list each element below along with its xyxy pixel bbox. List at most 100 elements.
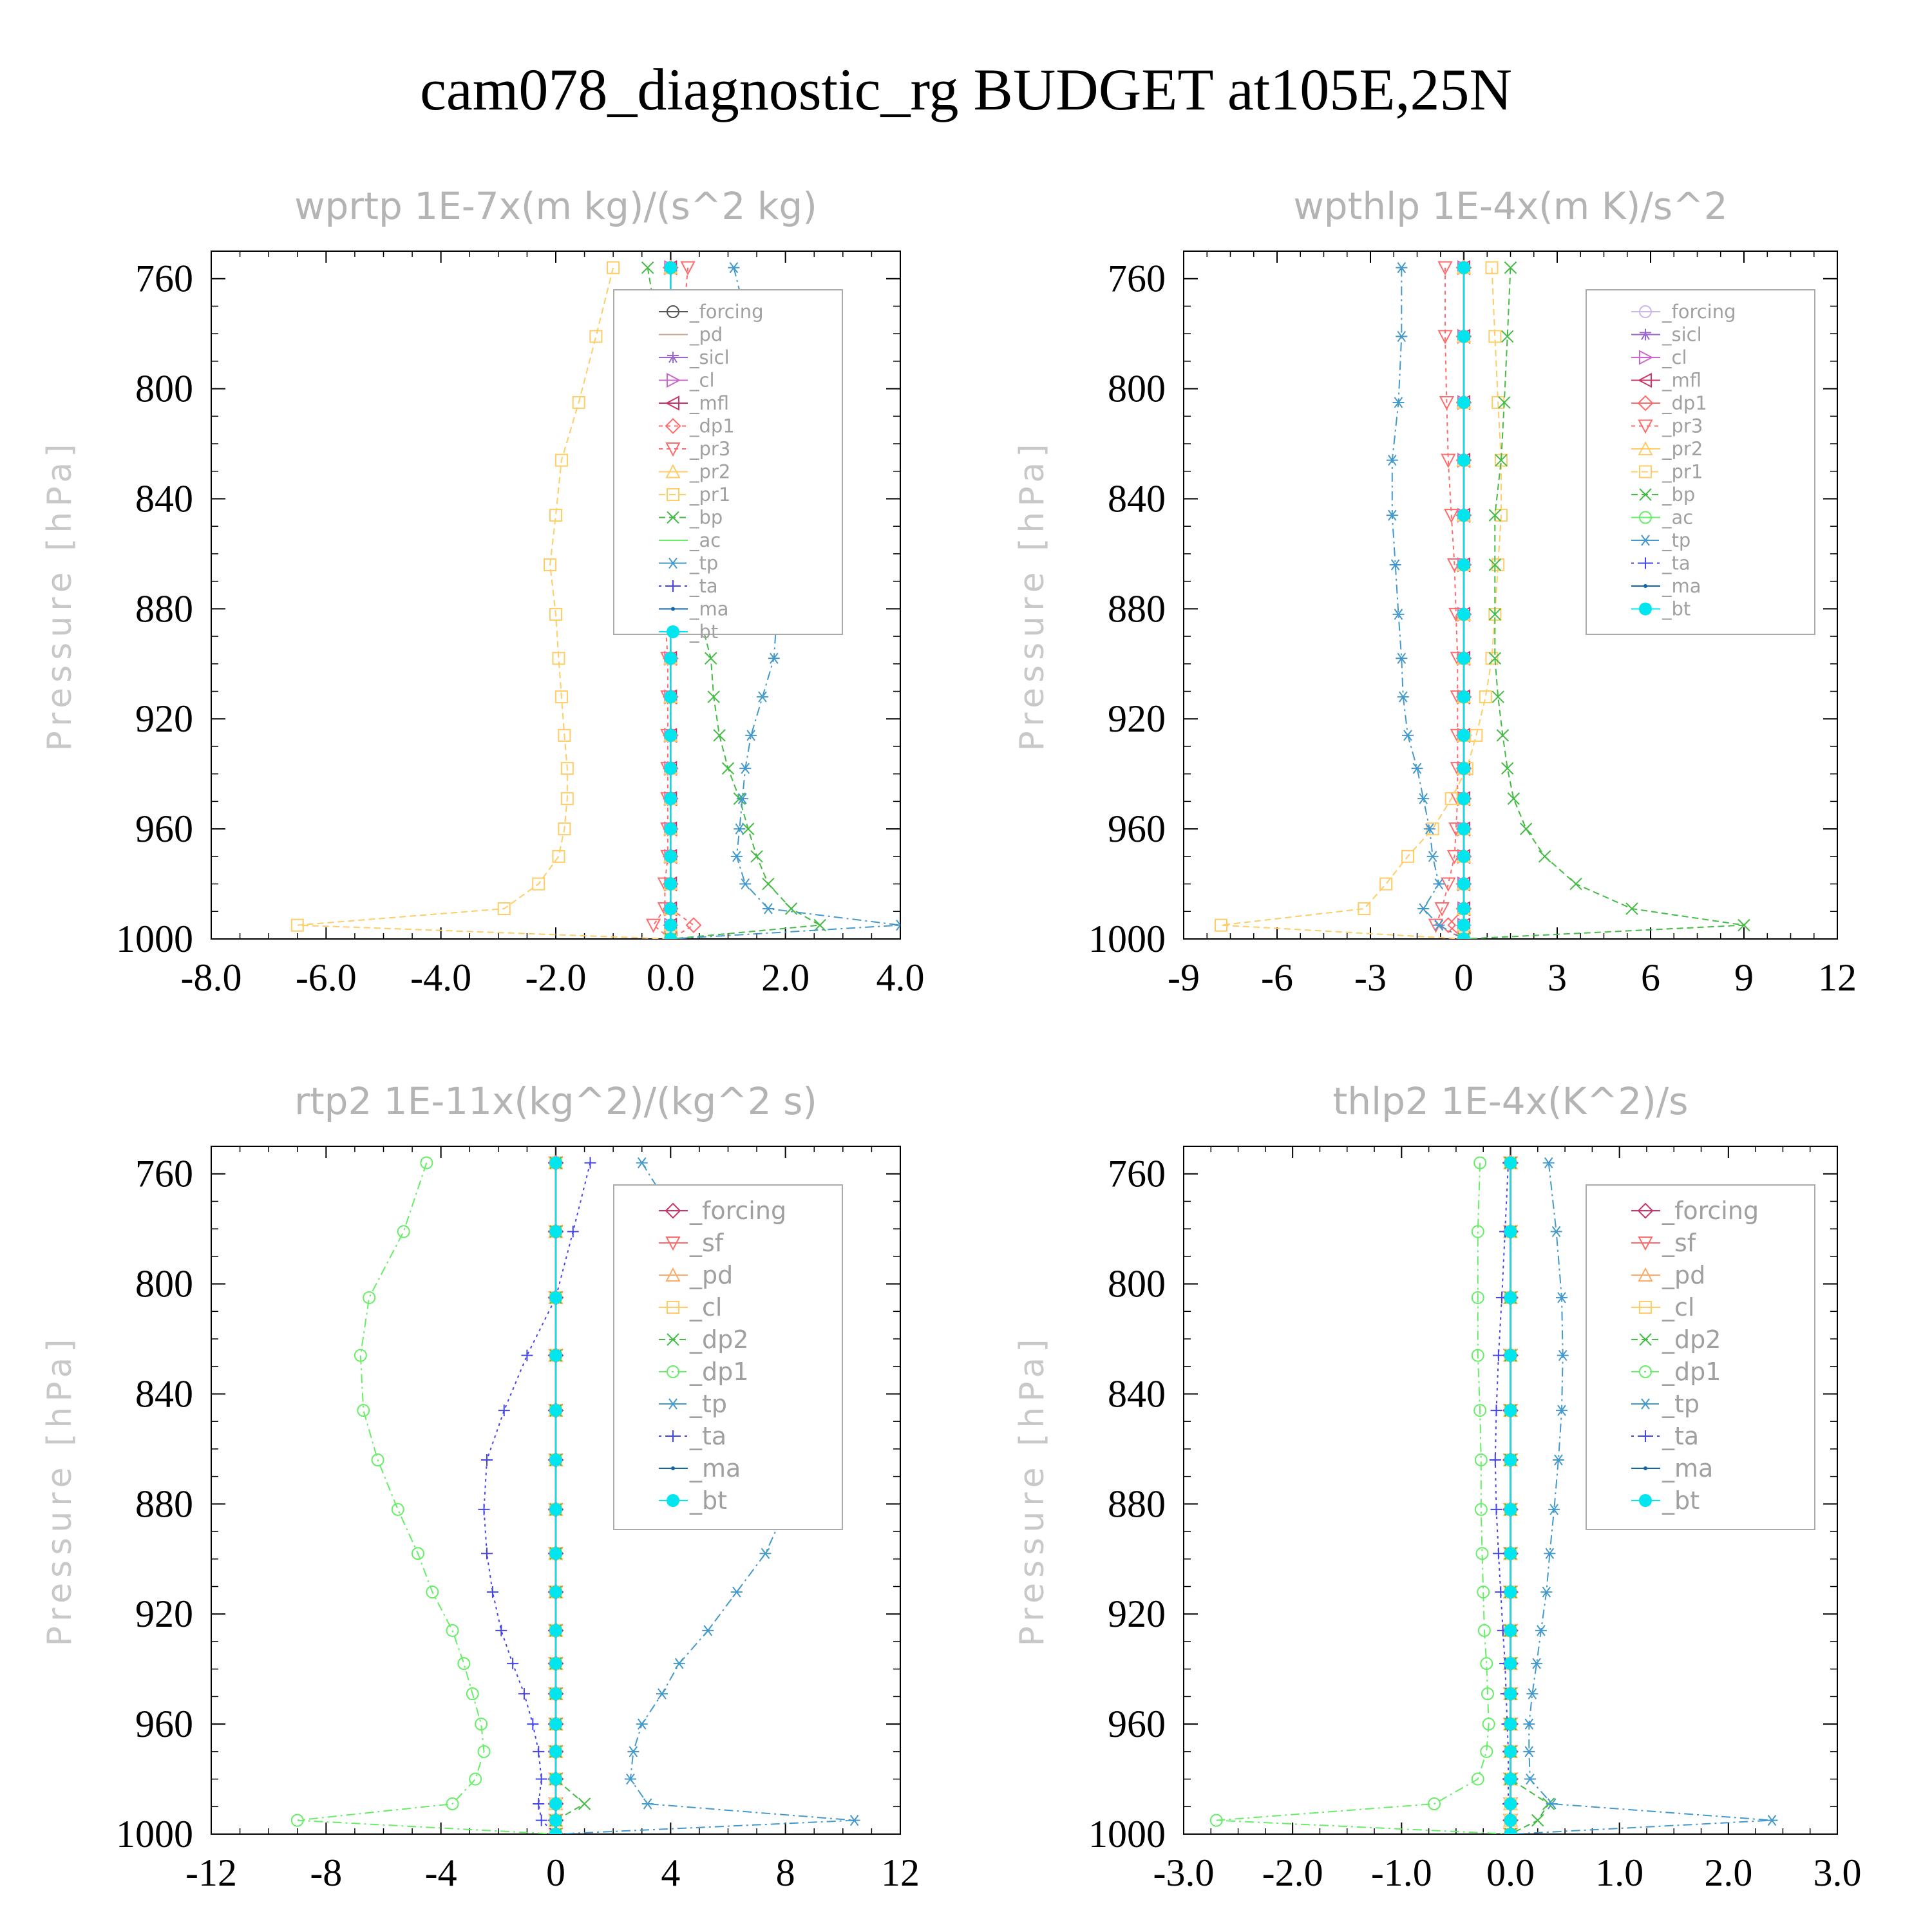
series-dp1-point — [466, 1687, 479, 1701]
x-tick-label: -8 — [310, 1852, 342, 1894]
legend-item-ta-label: _ta — [1662, 553, 1690, 574]
legend-item-dp2: _dp2 — [659, 1325, 748, 1354]
panel-title: thlp2 1E-4x(K^2)/s — [1332, 1079, 1688, 1123]
series-bp-point — [721, 762, 735, 775]
series-bt-point — [1457, 728, 1470, 742]
series-bp-point — [707, 690, 720, 703]
y-tick-label: 880 — [1108, 587, 1166, 630]
series-bt-point — [1457, 261, 1470, 274]
series-bt-point — [1504, 1349, 1517, 1362]
series-tp-point — [1417, 793, 1430, 804]
y-tick-label: 840 — [1108, 1372, 1166, 1415]
legend-item-ta: _ta — [1631, 553, 1690, 574]
legend-box — [1586, 1184, 1815, 1530]
series-bt-point — [549, 1404, 562, 1417]
series-ta-point — [498, 1405, 510, 1417]
series-tp-point — [1397, 691, 1409, 703]
series-ta-point — [507, 1658, 519, 1670]
series-bt-point — [1504, 1828, 1517, 1834]
series-dp1-point — [457, 1657, 471, 1671]
series-bt-point — [1504, 1291, 1517, 1304]
legend-item-cl-marker — [1639, 1301, 1652, 1314]
series-pr1-line — [1220, 267, 1502, 939]
legend-item-tp-label: _tp — [1662, 529, 1690, 551]
legend-item-ta-marker — [667, 1430, 679, 1442]
legend-item-tp-marker — [667, 1398, 679, 1410]
series-tp-point — [1550, 1226, 1562, 1238]
series-bt-point — [664, 261, 677, 274]
series-bt-point — [549, 1225, 562, 1238]
series-dp1-point — [446, 1624, 459, 1637]
legend-item-dp1-marker — [1639, 1365, 1652, 1378]
legend-item-dp1-marker — [1637, 395, 1654, 412]
legend-item-ac: _ac — [1631, 507, 1693, 529]
series-ta-point — [481, 1454, 493, 1466]
series-bp-point — [705, 652, 717, 665]
series-pr1-point — [552, 652, 565, 665]
series-ta-point — [1492, 1548, 1504, 1560]
series-dp1-point — [397, 1225, 410, 1238]
series-pr3-point — [645, 918, 661, 933]
legend-item-forcing: _forcing — [659, 1197, 786, 1225]
y-tick-label: 840 — [1108, 477, 1166, 520]
series-tp-point — [1526, 1688, 1539, 1700]
series-dp1-point — [1474, 1502, 1488, 1516]
series-bt-point — [1504, 1797, 1517, 1811]
legend-item-ac-label: _ac — [1662, 507, 1693, 529]
series-pr1 — [1215, 261, 1508, 939]
series-dp1 — [290, 1156, 562, 1834]
series-bt-point — [549, 1814, 562, 1827]
series-tp-point — [1544, 1548, 1556, 1559]
legend-item-mfl-label: _mfl — [1662, 370, 1701, 392]
series-bp-point — [1738, 918, 1750, 932]
series-bt-point — [549, 1502, 562, 1516]
legend-item-bp: _bp — [1631, 484, 1695, 506]
series-tp-point — [730, 851, 743, 862]
series-bt-point — [549, 1624, 562, 1637]
x-tick-label: 6 — [1641, 956, 1660, 999]
series-tp-point — [1389, 559, 1401, 571]
x-tick-label: 8 — [776, 1852, 795, 1894]
panel-title: wprtp 1E-7x(m kg)/(s^2 kg) — [294, 184, 817, 228]
x-tick-label: -2.0 — [1262, 1852, 1323, 1894]
series-bp-point — [813, 918, 826, 932]
series-dp2-point — [1531, 1814, 1544, 1827]
y-tick-label: 960 — [1108, 1703, 1166, 1745]
legend-item-forcing-label: _forcing — [689, 301, 764, 323]
series-tp-point — [736, 793, 748, 804]
series-bt-point — [1504, 1687, 1517, 1701]
legend-item-forcing-marker — [665, 1202, 681, 1219]
legend-item-ma-marker — [671, 1466, 675, 1470]
legend-item-pr3: _pr3 — [1631, 415, 1703, 437]
legend-item-sicl-marker — [667, 352, 679, 363]
series-bt-point — [1457, 933, 1470, 939]
legend-item-pr3-label: _pr3 — [1662, 415, 1703, 437]
series-bp-point — [1496, 729, 1510, 742]
series-tp-point — [759, 1548, 772, 1559]
legend-item-bt-label: _bt — [1662, 1486, 1700, 1515]
series-dp1-point — [1471, 1349, 1484, 1362]
series-bt-point — [1504, 1586, 1517, 1599]
series-group — [1215, 260, 1750, 939]
legend-item-ma-label: _ma — [689, 1454, 741, 1482]
series-tp-point — [1542, 1157, 1555, 1169]
series-bt-point — [664, 918, 677, 932]
series-bt-point — [1457, 558, 1470, 572]
legend-item-tp-label: _tp — [689, 1390, 727, 1418]
legend-item-pr2-marker — [1638, 440, 1653, 455]
legend-item-sicl-label: _sicl — [1662, 324, 1702, 346]
legend-item-forcing: _forcing — [1631, 301, 1736, 323]
legend-item-dp1-label: _dp1 — [1662, 1358, 1721, 1386]
series-tp-point — [728, 262, 740, 274]
x-tick-label: 12 — [1818, 956, 1857, 999]
y-axis-label: Pressure [hPa] — [1013, 439, 1052, 752]
figure-title: cam078_diagnostic_rg BUDGET at105E,25N — [420, 57, 1512, 122]
series-pr3-point — [1439, 395, 1455, 411]
series-dp1-point — [1473, 1404, 1487, 1417]
series-bt — [549, 1156, 562, 1834]
series-tp-point — [1392, 397, 1405, 408]
series-bp-point — [1501, 762, 1514, 775]
legend-item-bp-label: _bp — [689, 507, 723, 529]
series-bp-point — [1538, 850, 1551, 863]
legend-item-ma-marker — [1643, 584, 1647, 588]
